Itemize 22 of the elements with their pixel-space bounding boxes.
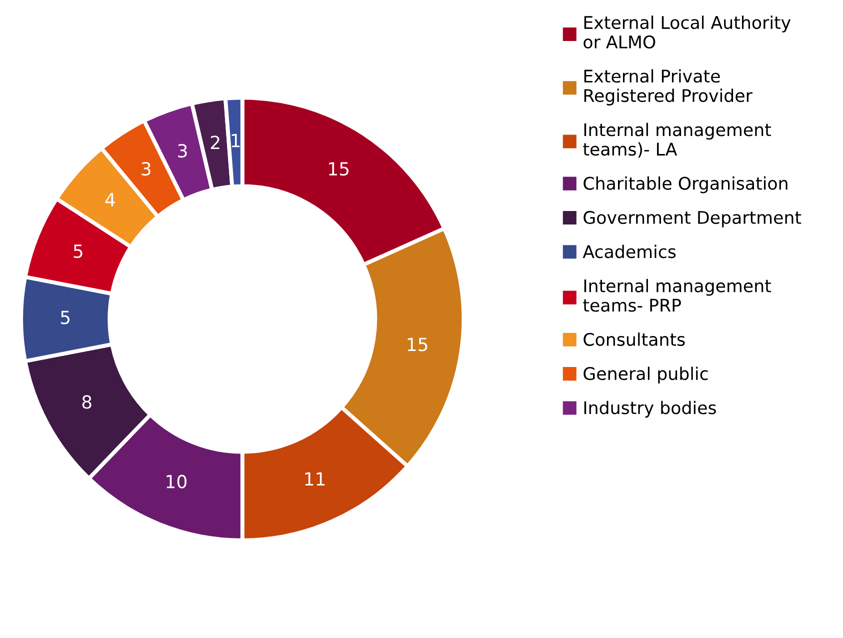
data-label: 3 — [178, 144, 187, 158]
data-label: 4 — [105, 193, 115, 206]
legend-label: General public — [584, 366, 708, 384]
data-label: 10 — [166, 474, 186, 488]
data-label: 1 — [232, 134, 240, 148]
legend-label: Industry bodies — [584, 400, 716, 418]
legend-label: Internal management teams- PRP — [583, 278, 771, 312]
legend-label: Academics — [582, 244, 676, 258]
data-label: 3 — [142, 162, 150, 176]
data-label: 11 — [305, 472, 325, 486]
data-label: 2 — [210, 136, 220, 150]
data-label: 5 — [60, 310, 70, 324]
data-label: 5 — [74, 244, 82, 258]
legend-label: Internal management teams)- LA — [583, 122, 771, 158]
legend-label: Charitable Organisation — [584, 176, 788, 194]
legend-label: External Private Registered Provider — [584, 69, 752, 106]
data-label: 15 — [408, 338, 428, 352]
legend-label: Government Department — [584, 210, 802, 228]
legend-label: External Local Authority or ALMO — [584, 16, 791, 49]
data-label: 8 — [82, 395, 92, 409]
legend-label: Consultants — [584, 332, 685, 346]
data-label: 15 — [329, 162, 348, 176]
